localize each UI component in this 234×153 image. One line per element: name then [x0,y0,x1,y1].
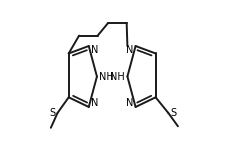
Text: N: N [126,98,134,108]
Text: S: S [50,108,56,118]
Text: NH: NH [110,71,125,82]
Text: N: N [91,45,98,55]
Text: N: N [91,98,98,108]
Text: NH: NH [99,71,114,82]
Text: S: S [170,108,176,118]
Text: N: N [126,45,134,55]
